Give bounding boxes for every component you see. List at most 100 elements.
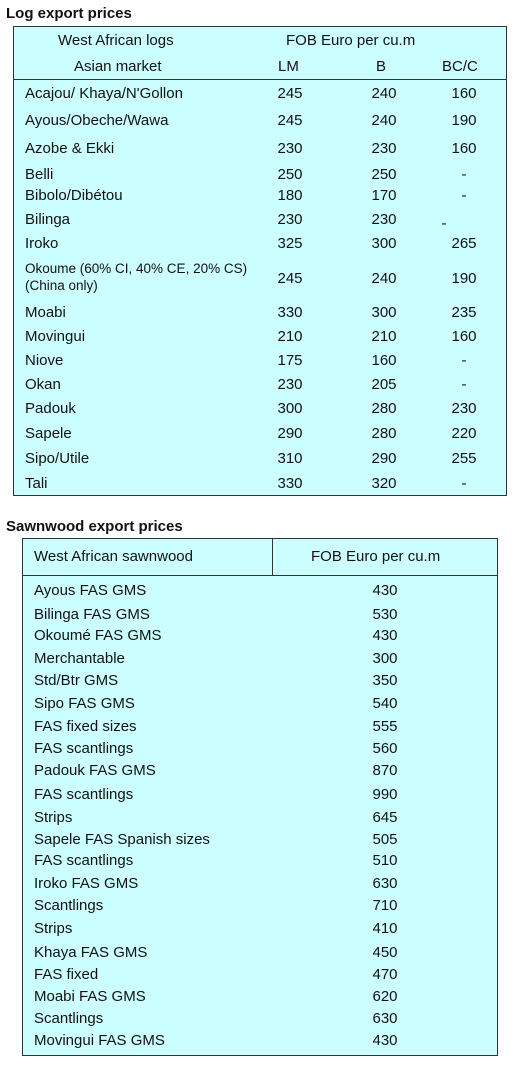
row-bcc-price: 230	[451, 400, 477, 417]
row-price: 560	[372, 740, 398, 757]
row-name: FAS fixed sizes	[34, 718, 137, 735]
row-price: 410	[372, 920, 398, 937]
header-west-african-sawnwood: West African sawnwood	[34, 548, 193, 565]
row-name: Sapele	[25, 425, 72, 442]
row-name: FAS scantlings	[34, 740, 134, 757]
row-bcc-price: 220	[451, 425, 477, 442]
row-name: Scantlings	[34, 1010, 104, 1027]
sawnwood-prices-table: West African sawnwood FOB Euro per cu.m …	[22, 538, 498, 1056]
row-name: Sipo FAS GMS	[34, 695, 135, 712]
row-b-price: 205	[371, 376, 397, 393]
row-b-price: 320	[371, 475, 397, 492]
row-lm-price: 230	[277, 376, 303, 393]
row-name: Std/Btr GMS	[34, 672, 119, 689]
row-bcc-price: -	[461, 376, 467, 393]
row-bcc-price: 265	[451, 235, 477, 252]
row-price: 505	[372, 831, 398, 848]
row-b-price: 300	[371, 304, 397, 321]
row-b-price: 160	[371, 352, 397, 369]
row-price: 620	[372, 988, 398, 1005]
row-lm-price: 300	[277, 400, 303, 417]
row-bcc-price: -	[461, 475, 467, 492]
row-name: Movingui FAS GMS	[34, 1032, 165, 1049]
row-name: Padouk	[25, 400, 76, 417]
row-name: FAS scantlings	[34, 786, 134, 803]
row-lm-price: 230	[277, 140, 303, 157]
row-b-price: 250	[371, 166, 397, 183]
header-asian-market: Asian market	[74, 58, 162, 75]
row-name: Movingui	[25, 328, 86, 345]
header-lm: LM	[278, 58, 299, 75]
row-price: 430	[372, 582, 398, 599]
row-name: Acajou/ Khaya/N'Gollon	[25, 85, 183, 102]
row-bcc-price: 160	[451, 328, 477, 345]
row-name: Merchantable	[34, 650, 125, 667]
row-b-price: 280	[371, 400, 397, 417]
row-bcc-price: 255	[451, 450, 477, 467]
row-b-price: 290	[371, 450, 397, 467]
row-b-price: 210	[371, 328, 397, 345]
row-name: Strips	[34, 920, 73, 937]
row-price: 630	[372, 1010, 398, 1027]
row-name: Ayous/Obeche/Wawa	[25, 112, 169, 129]
row-price: 710	[372, 897, 398, 914]
row-name: Bilinga	[25, 211, 71, 228]
row-lm-price: 210	[277, 328, 303, 345]
row-b-price: 230	[371, 211, 397, 228]
sawnwood-section-title: Sawnwood export prices	[6, 518, 183, 535]
row-lm-price: 330	[277, 304, 303, 321]
header-b: B	[376, 58, 387, 75]
row-lm-price: 310	[277, 450, 303, 467]
row-b-price: 300	[371, 235, 397, 252]
row-price: 430	[372, 1032, 398, 1049]
row-price: 510	[372, 852, 398, 869]
row-price: 630	[372, 875, 398, 892]
row-lm-price: 245	[277, 270, 303, 287]
row-price: 870	[372, 762, 398, 779]
row-b-price: 280	[371, 425, 397, 442]
row-name: Niove	[25, 352, 64, 369]
row-lm-price: 290	[277, 425, 303, 442]
row-bcc-price: 235	[451, 304, 477, 321]
log-table-header: West African logs Asian market FOB Euro …	[14, 27, 506, 80]
row-name: FAS scantlings	[34, 852, 134, 869]
row-bcc-price: 160	[451, 140, 477, 157]
row-price: 300	[372, 650, 398, 667]
row-bcc-price: -	[461, 352, 467, 369]
row-bcc-price: 190	[451, 270, 477, 287]
row-bcc-price: -	[461, 187, 467, 204]
row-lm-price: 330	[277, 475, 303, 492]
row-name: Bibolo/Dibétou	[25, 187, 123, 204]
row-name: Iroko FAS GMS	[34, 875, 139, 892]
row-name: Tali	[25, 475, 48, 492]
row-name: Scantlings	[34, 897, 104, 914]
row-name: Ayous FAS GMS	[34, 582, 147, 599]
row-price: 990	[372, 786, 398, 803]
row-name: Iroko	[25, 235, 59, 252]
row-price: 470	[372, 966, 398, 983]
row-name: FAS fixed	[34, 966, 99, 983]
row-name: Azobe & Ekki	[25, 140, 115, 157]
row-name: Belli	[25, 166, 54, 183]
row-lm-price: 230	[277, 211, 303, 228]
row-price: 645	[372, 809, 398, 826]
row-price: 555	[372, 718, 398, 735]
header-fob-price: FOB Euro per cu.m	[311, 548, 441, 565]
row-price: 350	[372, 672, 398, 689]
row-name: Okan	[25, 376, 61, 393]
row-name: Okoumé FAS GMS	[34, 627, 162, 644]
row-price: 450	[372, 944, 398, 961]
row-price: 540	[372, 695, 398, 712]
header-divider	[272, 539, 273, 575]
header-bcc: BC/C	[442, 58, 478, 75]
row-name: Moabi FAS GMS	[34, 988, 146, 1005]
row-name: Bilinga FAS GMS	[34, 606, 150, 623]
row-lm-price: 325	[277, 235, 303, 252]
row-name: Padouk FAS GMS	[34, 762, 156, 779]
row-bcc-price: -	[461, 166, 467, 183]
row-price: 530	[372, 606, 398, 623]
sawnwood-table-header: West African sawnwood FOB Euro per cu.m	[23, 539, 497, 576]
row-lm-price: 250	[277, 166, 303, 183]
row-lm-price: 175	[277, 352, 303, 369]
row-b-price: 240	[371, 85, 397, 102]
